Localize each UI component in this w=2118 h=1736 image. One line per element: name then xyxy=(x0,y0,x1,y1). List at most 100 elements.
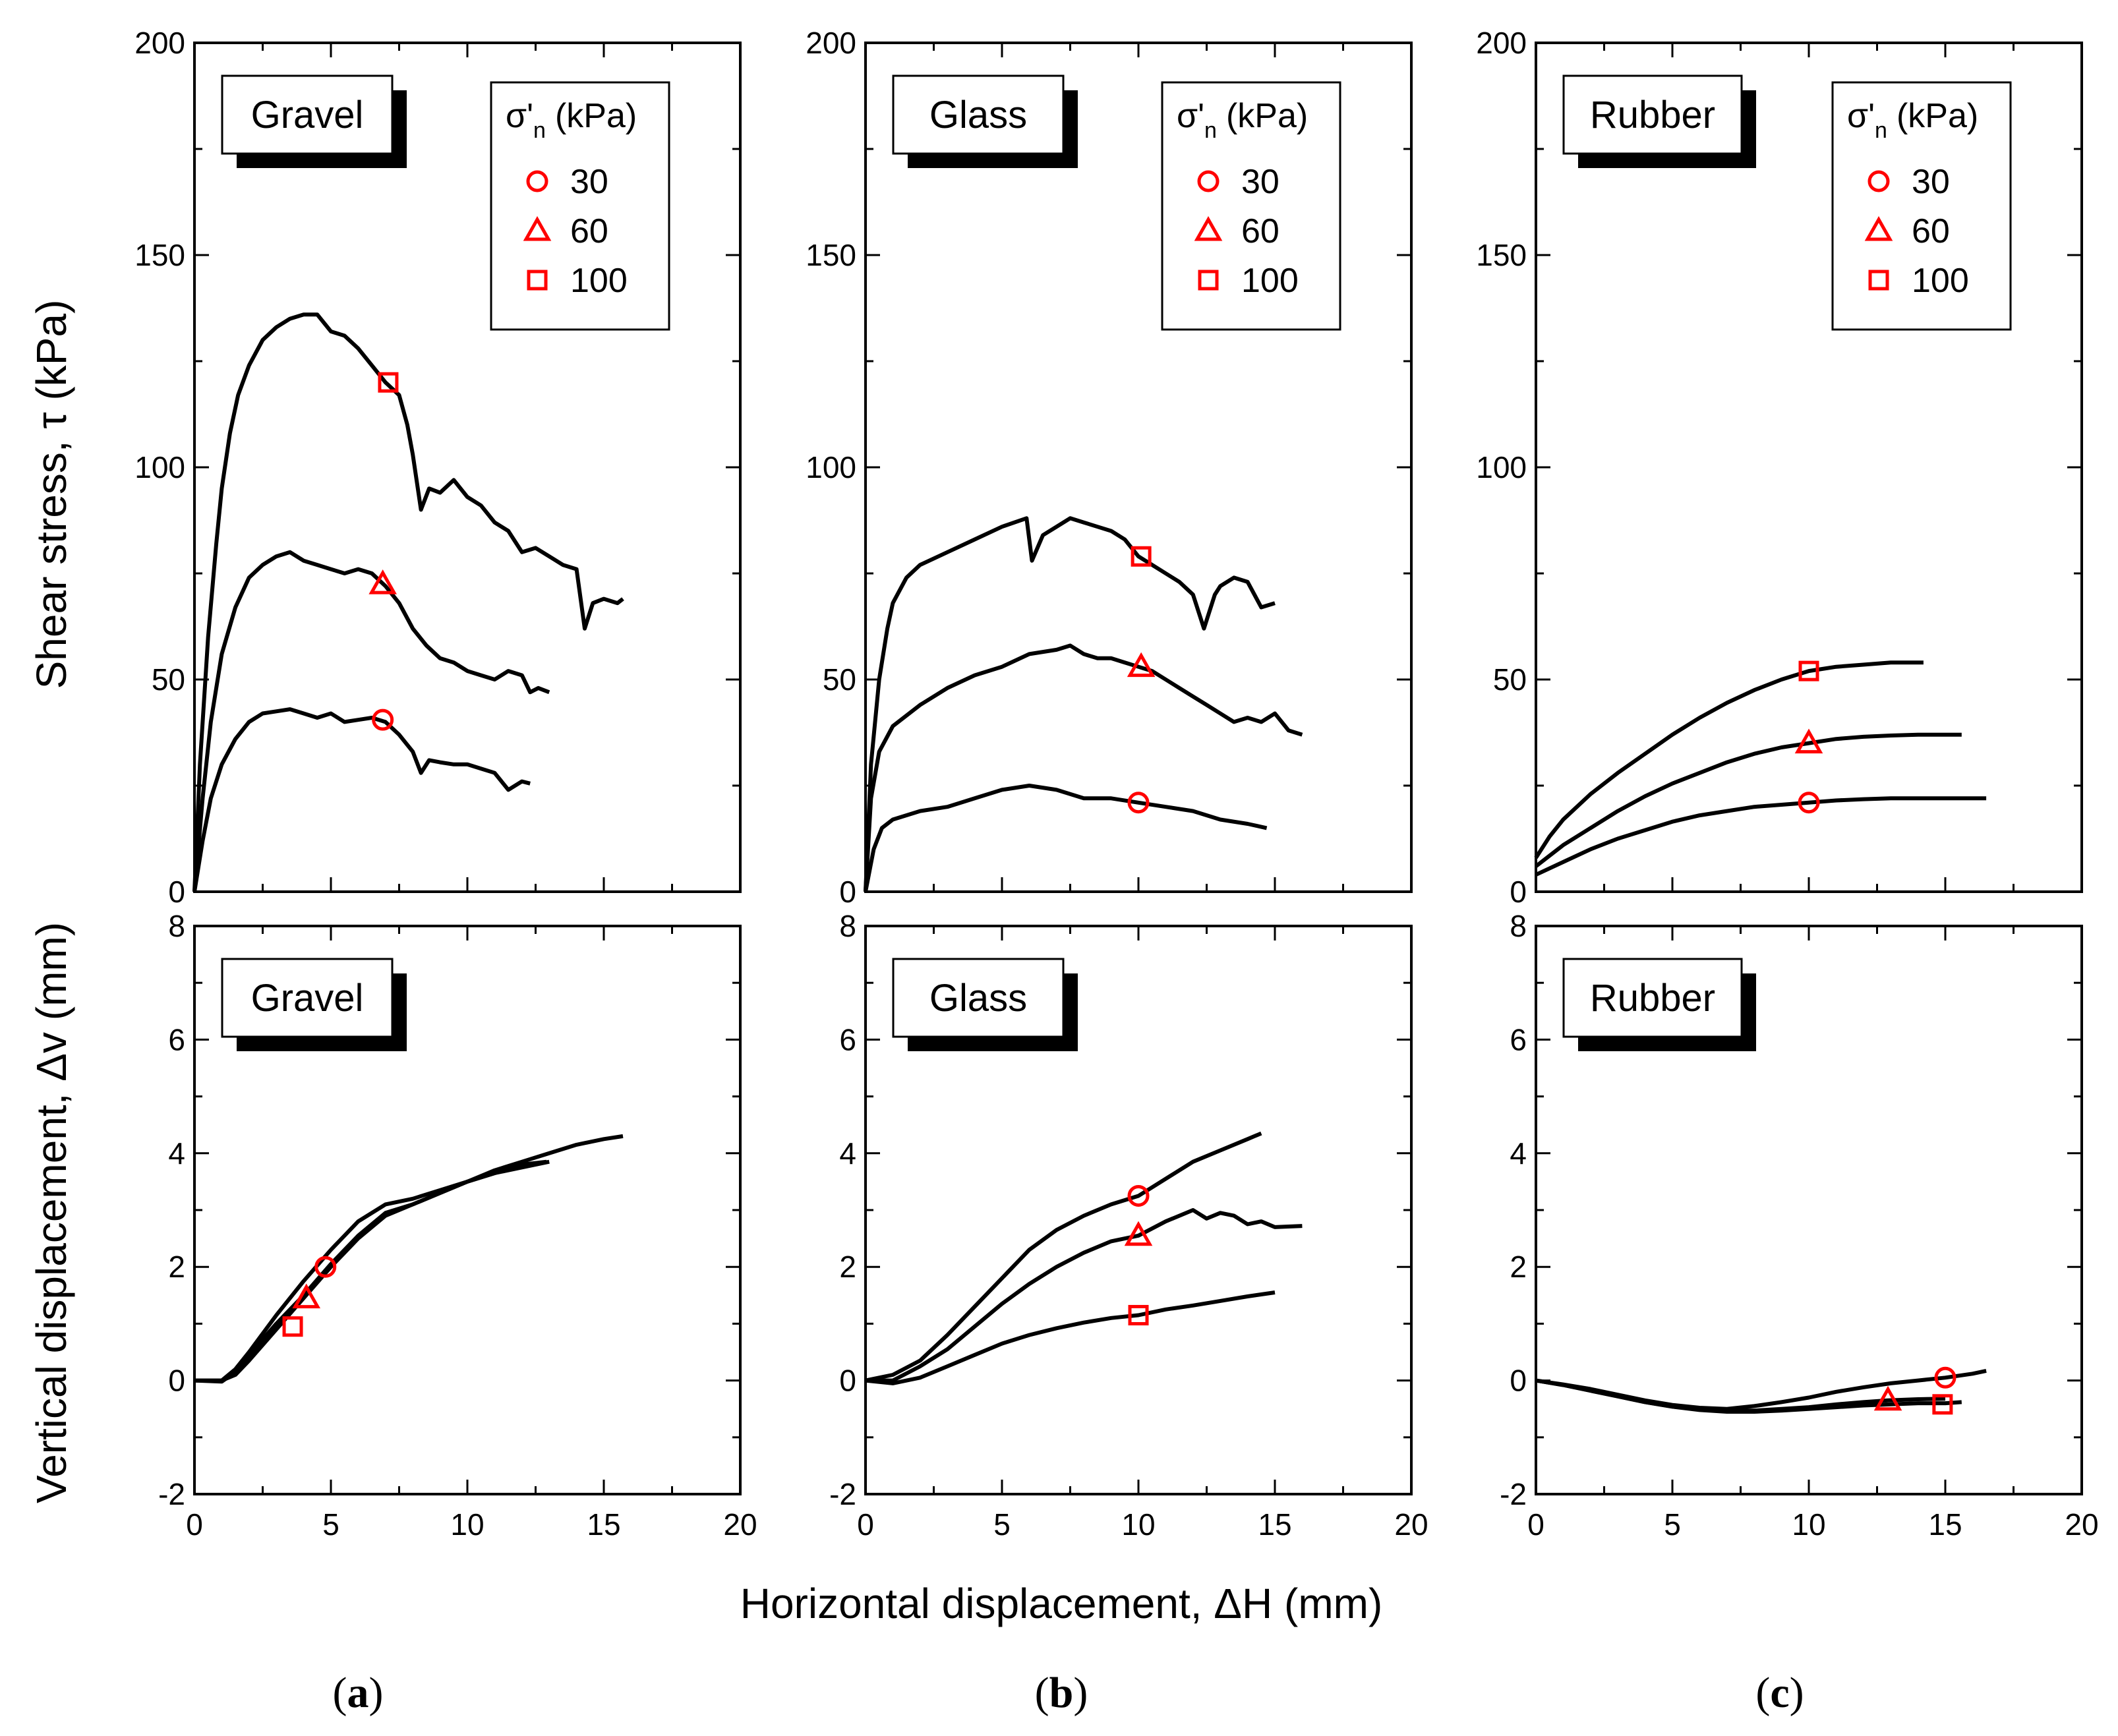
glass-shear-legend-label-30: 30 xyxy=(1241,163,1280,201)
glass-vertical-ytick-label: 2 xyxy=(839,1250,856,1284)
gravel-vertical-xtick-label: 5 xyxy=(322,1507,339,1542)
rubber-vertical-xtick-label: 0 xyxy=(1527,1507,1544,1542)
rubber-shear-legend-label-100: 100 xyxy=(1912,262,1969,300)
rubber-vertical-xtick-label: 20 xyxy=(2065,1507,2098,1542)
gravel-shear-legend: σ'n (kPa) 30 60 100 xyxy=(490,81,670,331)
gravel-shear-legend-title: σ'n (kPa) xyxy=(506,97,637,143)
gravel-vertical-curve-100 xyxy=(194,1134,624,1383)
rubber-vertical-material-label: Rubber xyxy=(1590,977,1715,1020)
gravel-shear-legend-box xyxy=(490,81,670,331)
rubber-shear-chart: 0 50 100 150 200 Rubber σ'n (kPa) 30 60 100 xyxy=(1476,26,2083,909)
rubber-vertical-xtick-label: 10 xyxy=(1792,1507,1825,1542)
glass-vertical-curve-100 xyxy=(865,1290,1276,1385)
gravel-vertical-frame xyxy=(193,925,742,1495)
rubber-vertical-marker-100 xyxy=(1932,1394,1953,1415)
gravel-shear-frame xyxy=(193,42,742,893)
rubber-shear-material-label: Rubber xyxy=(1590,94,1715,136)
glass-shear-curve-30 xyxy=(864,784,1268,892)
gravel-vertical-curve-30 xyxy=(194,1159,547,1383)
rubber-vertical-xtick-label: 15 xyxy=(1928,1507,1962,1542)
rubber-shear-marker-30 xyxy=(1798,792,1820,814)
glass-shear-marker-100 xyxy=(1131,546,1152,567)
gravel-shear-ytick-label: 0 xyxy=(168,875,185,909)
rubber-shear-legend-marker-30 xyxy=(1868,170,1890,192)
caption-b: (b) xyxy=(1035,1669,1088,1717)
rubber-shear-curve-100 xyxy=(1534,660,1924,859)
gravel-vertical-ytick-label: -2 xyxy=(158,1477,185,1511)
gravel-shear-marker-60 xyxy=(368,569,397,594)
rubber-vertical-marker-60 xyxy=(1873,1385,1902,1411)
rubber-shear-legend-marker-60 xyxy=(1864,216,1893,241)
glass-shear-ytick-label: 50 xyxy=(823,662,856,697)
rubber-vertical-ytick-label: 4 xyxy=(1510,1136,1527,1171)
rubber-shear-label-box xyxy=(1562,74,1743,155)
gravel-shear-curve-60 xyxy=(192,550,550,892)
rubber-shear-frame xyxy=(1535,42,2083,893)
glass-shear-ytick-label: 200 xyxy=(806,26,856,60)
glass-vertical-xtick-label: 20 xyxy=(1394,1507,1428,1542)
glass-vertical-xtick-label: 15 xyxy=(1258,1507,1291,1542)
y-axis-label-vertical: Vertical displacement, Δv (mm) xyxy=(28,922,75,1503)
rubber-vertical-ytick-label: 6 xyxy=(1510,1022,1527,1056)
glass-shear-label-box xyxy=(892,74,1065,155)
glass-shear-legend-marker-30 xyxy=(1197,170,1220,192)
glass-shear-legend-title: σ'n (kPa) xyxy=(1177,97,1308,143)
glass-vertical-ytick-label: 8 xyxy=(839,909,856,943)
rubber-vertical-ytick-label: 8 xyxy=(1510,909,1527,943)
gravel-shear-material-label: Gravel xyxy=(251,94,364,136)
gravel-shear-ytick-label: 150 xyxy=(134,238,185,272)
glass-vertical-label-box xyxy=(892,958,1065,1038)
rubber-shear-curve-60 xyxy=(1535,732,1962,868)
gravel-shear-curve-100 xyxy=(192,312,624,892)
glass-shear-material-label: Glass xyxy=(929,94,1027,136)
glass-vertical-material-label: Glass xyxy=(929,977,1027,1020)
glass-vertical-xtick-label: 10 xyxy=(1121,1507,1155,1542)
glass-vertical-marker-30 xyxy=(1127,1184,1150,1207)
gravel-vertical-ytick-label: 8 xyxy=(168,909,185,943)
gravel-vertical-xtick-label: 0 xyxy=(186,1507,203,1542)
glass-vertical-xtick-label: 0 xyxy=(857,1507,874,1542)
gravel-vertical-curve-60 xyxy=(194,1159,550,1384)
gravel-vertical-marker-30 xyxy=(314,1256,337,1278)
gravel-vertical-ytick-label: 4 xyxy=(168,1136,185,1171)
rubber-vertical-ytick-label: -2 xyxy=(1500,1477,1527,1511)
glass-shear-legend-label-60: 60 xyxy=(1241,212,1280,250)
glass-shear-marker-30 xyxy=(1127,792,1150,814)
glass-vertical-marker-100 xyxy=(1128,1304,1149,1325)
rubber-shear-ytick-label: 50 xyxy=(1493,662,1527,697)
glass-shear-legend: σ'n (kPa) 30 60 100 xyxy=(1161,81,1341,331)
y-axis-label-shear: Shear stress, τ (kPa) xyxy=(28,300,75,689)
gravel-shear-marker-100 xyxy=(378,372,399,393)
gravel-vertical-marker-100 xyxy=(282,1316,303,1337)
gravel-shear-ytick-label: 200 xyxy=(134,26,185,60)
glass-vertical-ytick-label: 0 xyxy=(839,1364,856,1398)
rubber-shear-legend-title: σ'n (kPa) xyxy=(1847,97,1978,143)
x-axis-label: Horizontal displacement, ΔH (mm) xyxy=(740,1580,1383,1627)
rubber-shear-ytick-label: 100 xyxy=(1476,450,1527,484)
glass-vertical-ytick-label: -2 xyxy=(829,1477,856,1511)
rubber-shear-marker-60 xyxy=(1794,728,1823,754)
caption-a: (a) xyxy=(333,1669,384,1717)
rubber-shear-ytick-label: 0 xyxy=(1510,875,1527,909)
gravel-vertical-ytick-label: 2 xyxy=(168,1250,185,1284)
rubber-shear-ytick-label: 200 xyxy=(1476,26,1527,60)
glass-shear-marker-60 xyxy=(1127,652,1156,678)
gravel-vertical-xtick-label: 15 xyxy=(587,1507,620,1542)
gravel-vertical-ytick-label: 6 xyxy=(168,1022,185,1056)
gravel-shear-legend-label-30: 30 xyxy=(570,163,608,201)
glass-shear-ytick-label: 0 xyxy=(839,875,856,909)
glass-shear-ytick-label: 150 xyxy=(806,238,856,272)
glass-shear-frame xyxy=(864,42,1413,893)
gravel-shear-legend-label-60: 60 xyxy=(570,212,608,250)
glass-shear-ytick-label: 100 xyxy=(806,450,856,484)
rubber-vertical-ytick-label: 0 xyxy=(1510,1364,1527,1398)
gravel-vertical-label-box xyxy=(221,958,394,1038)
rubber-vertical-label-box xyxy=(1562,958,1743,1038)
rubber-shear-legend-marker-100 xyxy=(1868,270,1889,291)
rubber-vertical-frame xyxy=(1535,925,2083,1495)
